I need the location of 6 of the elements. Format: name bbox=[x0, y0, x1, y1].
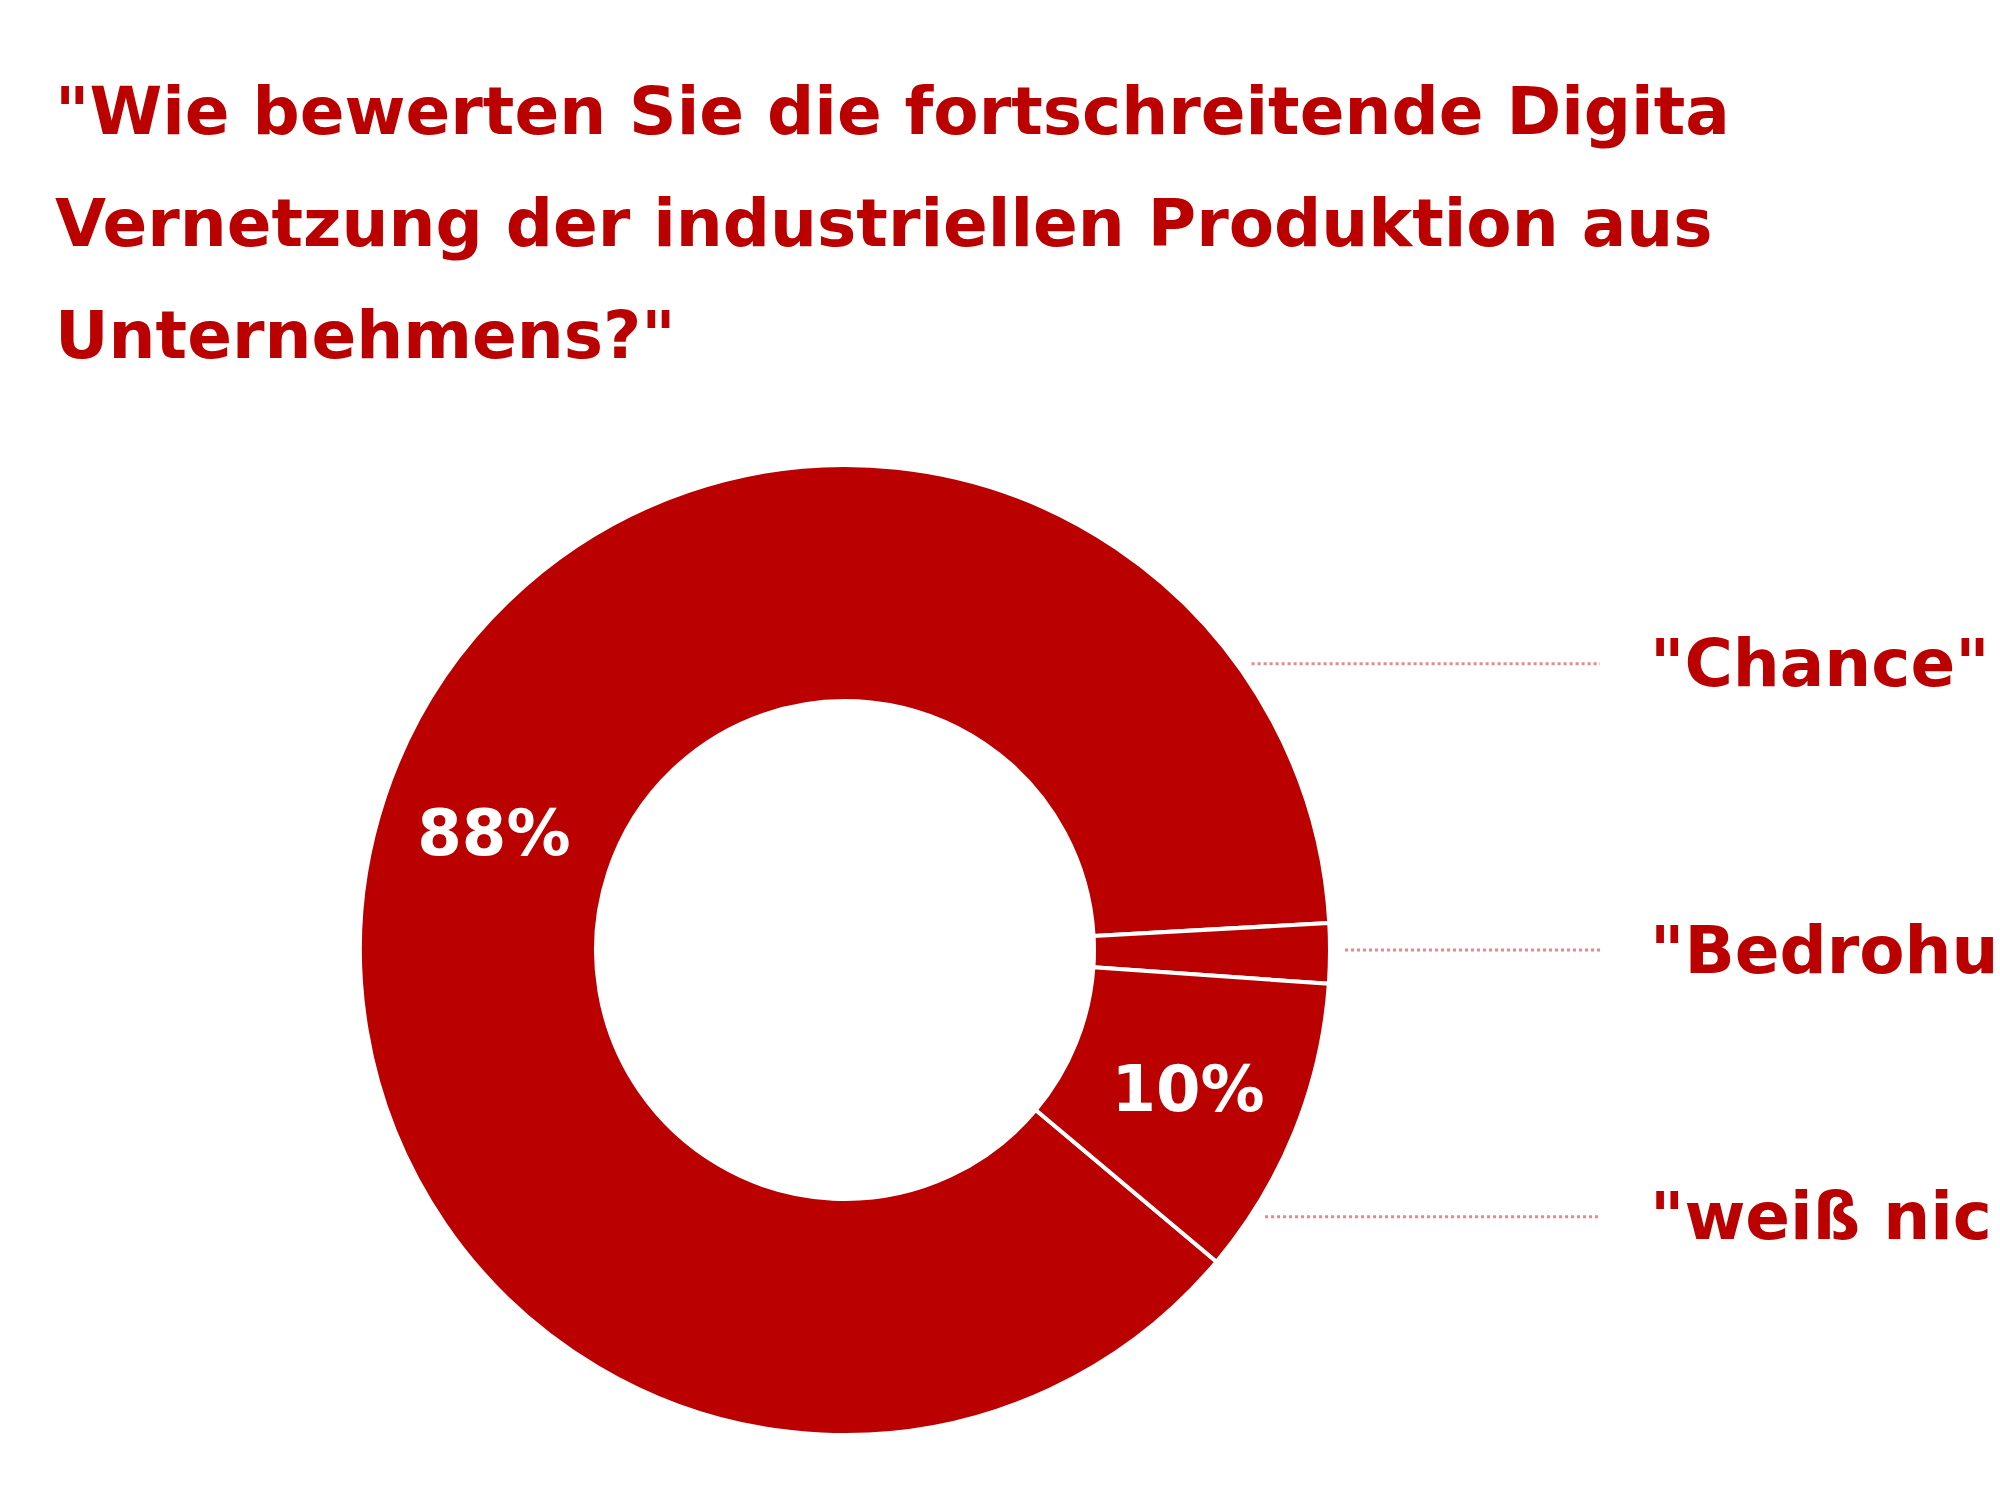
chart-title: "Wie bewerten Sie die fortschreitende Digita Vernetzung der industriellen Produktion aus Unternehmens?" bbox=[55, 72, 1730, 374]
slice-label: "Chance" bbox=[1650, 625, 1990, 703]
slice-label: "weiß nic bbox=[1650, 1178, 1992, 1256]
data-label: 88% bbox=[417, 796, 571, 871]
data-label: 10% bbox=[1111, 1051, 1265, 1126]
slice-label: "Bedrohu bbox=[1650, 911, 1999, 989]
